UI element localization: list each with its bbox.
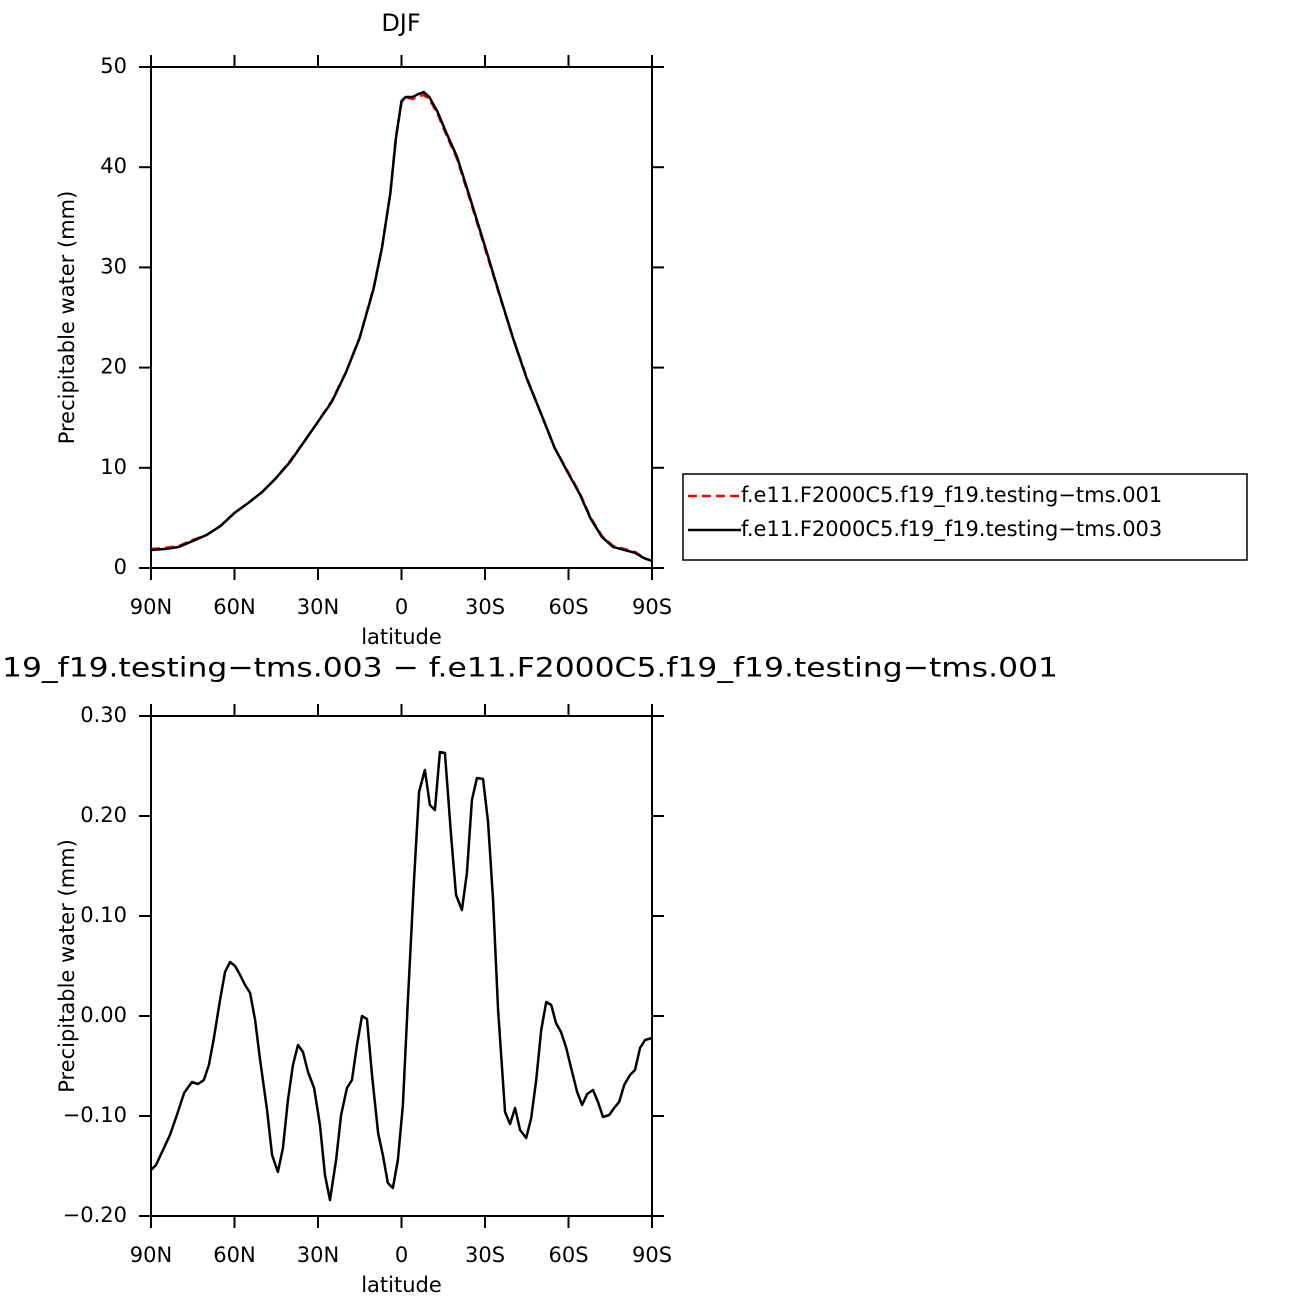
data-line (150, 750, 653, 1202)
chart-title: DJF (381, 9, 420, 37)
y-tick-label: 0.20 (80, 803, 127, 827)
chart-title: 19_f19.testing−tms.003 − f.e11.F2000C5.f… (2, 653, 1058, 684)
legend-label: f.e11.F2000C5.f19_f19.testing−tms.001 (741, 483, 1162, 508)
x-tick-label: 90N (130, 1243, 172, 1267)
y-tick-label: 40 (100, 154, 127, 178)
y-axis-label: Precipitable water (mm) (55, 191, 79, 445)
legend-box (682, 473, 1248, 561)
x-axis-label: latitude (361, 1273, 442, 1297)
x-tick-label: 90N (130, 595, 172, 619)
y-tick-label: 20 (100, 355, 127, 379)
x-tick-label: 30N (297, 1243, 339, 1267)
x-tick-label: 60N (213, 1243, 255, 1267)
x-tick-label: 0 (395, 595, 408, 619)
y-tick-label: 0 (114, 555, 127, 579)
x-tick-label: 30N (297, 595, 339, 619)
x-tick-label: 0 (395, 1243, 408, 1267)
x-axis-label: latitude (361, 625, 442, 649)
x-tick-label: 90S (632, 595, 672, 619)
y-tick-label: 0.10 (80, 903, 127, 927)
x-tick-label: 60N (213, 595, 255, 619)
data-line (150, 90, 653, 563)
legend-label: f.e11.F2000C5.f19_f19.testing−tms.003 (741, 517, 1162, 542)
y-tick-label: −0.20 (63, 1203, 127, 1227)
plot-frame (150, 715, 653, 1217)
x-tick-label: 60S (548, 1243, 588, 1267)
plot-frame (150, 66, 653, 569)
y-tick-label: 30 (100, 254, 127, 278)
y-tick-label: 0.00 (80, 1003, 127, 1027)
x-tick-label: 60S (548, 595, 588, 619)
x-tick-label: 30S (465, 595, 505, 619)
y-tick-label: 10 (100, 455, 127, 479)
y-tick-label: 50 (100, 54, 127, 78)
y-tick-label: −0.10 (63, 1103, 127, 1127)
y-tick-label: 0.30 (80, 703, 127, 727)
x-tick-label: 90S (632, 1243, 672, 1267)
x-tick-label: 30S (465, 1243, 505, 1267)
y-axis-label: Precipitable water (mm) (55, 839, 79, 1093)
